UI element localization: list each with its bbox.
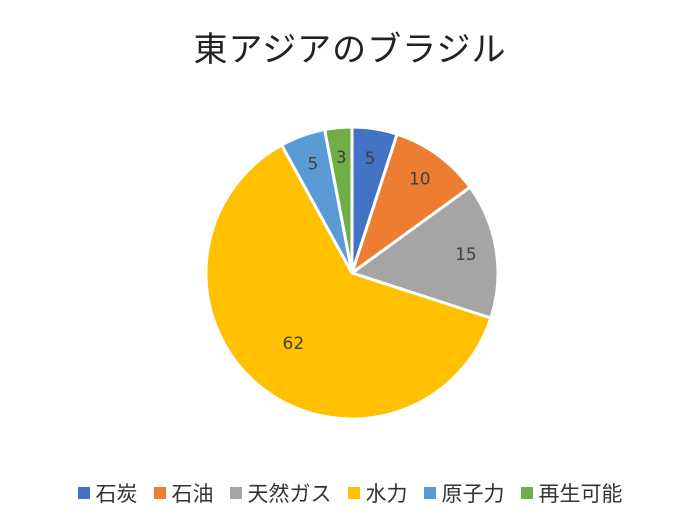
data-label-原子力: 5 bbox=[308, 154, 319, 174]
legend-label: 水力 bbox=[365, 482, 408, 506]
chart-title: 東アジアのブラジル bbox=[193, 30, 507, 70]
data-label-石油: 10 bbox=[409, 170, 431, 190]
pie-chart: 5 10 15 62 5 3 bbox=[204, 125, 500, 421]
legend: 石炭 石油 天然ガス 水力 原子力 再生可能 bbox=[0, 478, 700, 508]
legend-swatch bbox=[520, 487, 533, 499]
legend-swatch bbox=[423, 487, 436, 499]
data-label-天然ガス: 15 bbox=[455, 245, 477, 265]
data-label-石炭: 5 bbox=[365, 149, 376, 169]
legend-item-天然ガス: 天然ガス bbox=[229, 478, 332, 508]
legend-item-石油: 石油 bbox=[153, 478, 214, 508]
legend-swatch bbox=[153, 487, 166, 499]
legend-item-石炭: 石炭 bbox=[77, 478, 138, 508]
legend-swatch bbox=[347, 487, 360, 499]
pie-slice-天然ガス bbox=[348, 185, 500, 321]
data-label-再生可能: 3 bbox=[336, 148, 347, 168]
legend-item-再生可能: 再生可能 bbox=[520, 478, 623, 508]
legend-label: 石炭 bbox=[95, 482, 138, 506]
legend-swatch bbox=[229, 487, 242, 499]
legend-label: 原子力 bbox=[441, 482, 505, 506]
legend-item-原子力: 原子力 bbox=[423, 478, 505, 508]
pie-slice-水力 bbox=[204, 143, 493, 421]
legend-label: 再生可能 bbox=[538, 482, 623, 506]
legend-item-水力: 水力 bbox=[347, 478, 408, 508]
pie-slice-再生可能 bbox=[322, 125, 354, 274]
data-label-水力: 62 bbox=[283, 334, 305, 354]
legend-label: 石油 bbox=[171, 482, 214, 506]
pie-slice-石油 bbox=[349, 132, 473, 277]
legend-label: 天然ガス bbox=[247, 482, 332, 506]
legend-swatch bbox=[77, 487, 90, 499]
